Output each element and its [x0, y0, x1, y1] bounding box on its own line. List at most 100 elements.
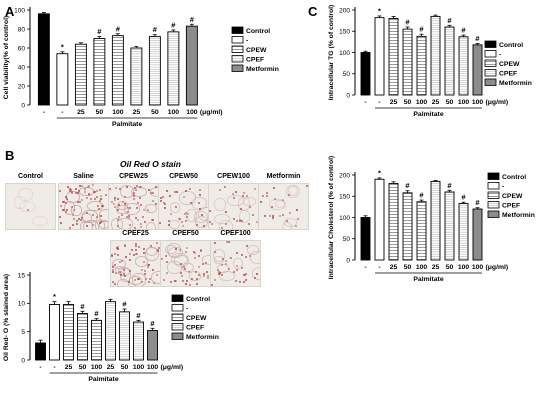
x-tick-label: 25 [133, 109, 141, 116]
bar [119, 311, 130, 361]
y-tick-label: 100 [339, 215, 350, 222]
significance-mark: # [80, 302, 85, 311]
bar [388, 18, 399, 96]
legend-swatch [171, 332, 184, 340]
bar [430, 180, 441, 261]
x-tick-label: 100 [186, 109, 198, 116]
significance-mark: * [378, 168, 381, 177]
significance-mark: * [378, 6, 381, 15]
oil-red-o-chart: 0 5 10 15 Oil Red- O (% stained area) - * - 25 #5… [3, 272, 219, 383]
y-tick-label: 50 [343, 236, 351, 243]
y-tick-label: 200 [339, 172, 350, 179]
bar [402, 192, 413, 261]
x-tick-label: - [53, 364, 55, 371]
x-tick-label: 100 [91, 364, 103, 371]
bar [130, 47, 143, 106]
bar [444, 191, 455, 261]
unit-label: (μg/ml) [200, 109, 223, 116]
bar [91, 319, 102, 361]
micrograph-image [210, 240, 261, 287]
significance-mark: # [122, 300, 127, 309]
group-label: Palmitate [88, 376, 118, 383]
x-tick-label: - [364, 264, 366, 271]
y-tick-label: 100 [14, 7, 25, 14]
legend-label: Control [246, 28, 270, 35]
stain-image-label: Control [18, 173, 43, 180]
legend-label: - [246, 38, 248, 45]
y-tick-label: 0 [21, 357, 25, 364]
stain-image-label: CPEF100 [220, 230, 251, 237]
legend-swatch [484, 59, 497, 67]
bar [167, 31, 180, 106]
x-tick-label: 100 [472, 99, 484, 106]
bar [374, 178, 385, 261]
x-tick-label: 100 [133, 364, 145, 371]
x-tick-label: 50 [446, 99, 454, 106]
bar [56, 53, 69, 106]
y-tick-label: 50 [343, 71, 351, 78]
y-tick-label: 5 [21, 329, 25, 336]
bar [63, 304, 74, 361]
y-axis-label: Oil Red- O (% stained area) [3, 274, 10, 361]
legend-swatch [171, 313, 184, 321]
x-tick-label: 50 [79, 364, 87, 371]
bar [49, 304, 60, 361]
micrograph-image [108, 183, 159, 230]
stain-image-label: CPEW25 [119, 173, 148, 180]
bar [472, 208, 483, 261]
unit-label: (μg/ml) [486, 99, 509, 106]
significance-mark: # [153, 25, 158, 34]
x-tick-label: 25 [432, 99, 440, 106]
legend-swatch [231, 36, 244, 44]
significance-mark: # [447, 181, 452, 190]
x-tick-label: 100 [112, 109, 124, 116]
x-tick-label: - [378, 99, 380, 106]
x-tick-label: 100 [147, 364, 159, 371]
x-tick-label: 100 [168, 109, 180, 116]
legend-label: Control [186, 296, 210, 303]
significance-mark: # [475, 198, 480, 207]
micrograph-image [158, 183, 209, 230]
y-tick-label: 100 [339, 50, 350, 57]
legend-swatch [487, 191, 500, 199]
bar [416, 201, 427, 261]
micrograph-image [5, 183, 56, 230]
x-tick-label: 50 [151, 109, 159, 116]
significance-mark: # [405, 18, 410, 27]
significance-mark: # [190, 15, 195, 24]
y-tick-label: 150 [339, 29, 350, 36]
legend-swatch [487, 172, 500, 180]
legend-swatch [171, 304, 184, 312]
bar [147, 330, 158, 361]
stain-title: Oil Red O stain [120, 159, 181, 169]
x-tick-label: - [364, 99, 366, 106]
legend-label: - [499, 52, 501, 59]
bar [360, 52, 371, 96]
x-tick-label: 25 [390, 99, 398, 106]
stain-image-label: CPEF50 [172, 230, 199, 237]
legend-swatch [487, 182, 500, 190]
legend-label: Metformin [246, 66, 279, 73]
y-axis-label: Intracellular Cholesterol (% of control) [328, 156, 335, 280]
stain-image-label: CPEW50 [169, 173, 198, 180]
significance-mark: # [475, 34, 480, 43]
y-tick-label: 20 [18, 83, 26, 90]
legend-label: CPEF [246, 57, 264, 64]
bar [37, 13, 50, 106]
significance-mark: # [171, 20, 176, 29]
x-tick-label: 50 [96, 109, 104, 116]
legend-swatch [484, 50, 497, 58]
x-tick-label: 25 [432, 264, 440, 271]
y-tick-label: 150 [339, 194, 350, 201]
legend-swatch [171, 294, 184, 302]
x-tick-label: 50 [404, 99, 412, 106]
micrograph-image [160, 240, 211, 287]
bar [74, 43, 87, 106]
legend-label: CPEW [502, 193, 523, 200]
x-tick-label: 50 [446, 264, 454, 271]
legend-label: CPEW [499, 61, 520, 68]
stain-image-label: CPEW100 [217, 173, 250, 180]
y-tick-label: 0 [346, 257, 350, 264]
bar [77, 313, 88, 361]
legend-label: CPEW [246, 47, 267, 54]
